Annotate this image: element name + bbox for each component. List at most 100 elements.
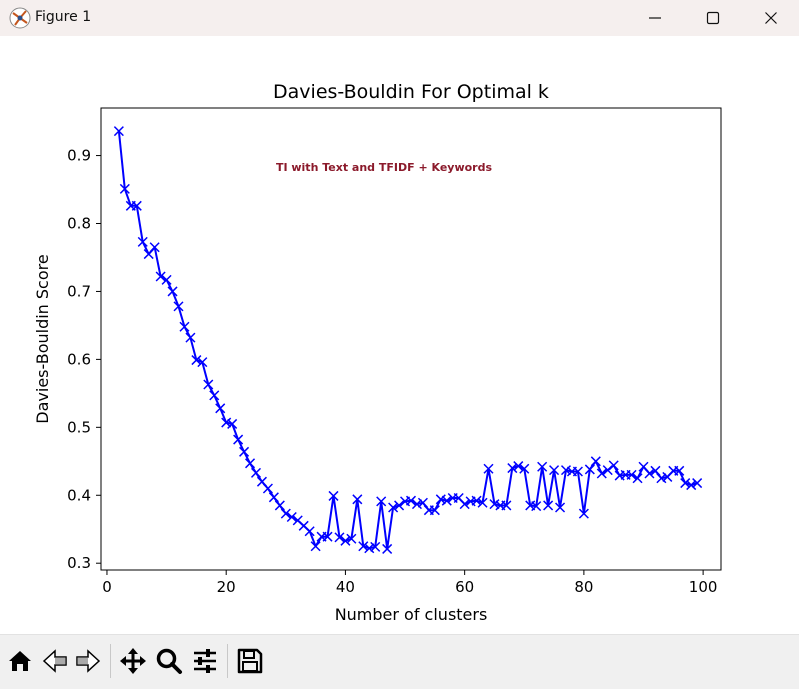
back-icon [42, 649, 67, 673]
data-point-marker [179, 321, 190, 332]
data-point-marker [203, 379, 214, 390]
data-point-marker [310, 541, 321, 552]
data-point-marker [161, 274, 172, 285]
y-tick-label: 0.5 [67, 418, 91, 436]
maximize-icon [706, 11, 720, 25]
data-point-marker [191, 355, 202, 366]
data-point-marker [233, 434, 244, 445]
close-button[interactable] [742, 0, 799, 36]
y-tick-label: 0.3 [67, 554, 91, 572]
data-point-marker [674, 465, 685, 476]
data-point-marker [155, 271, 166, 282]
data-point-marker [608, 460, 619, 471]
data-point-marker [239, 446, 250, 457]
save-icon [237, 648, 263, 674]
series-line [117, 130, 698, 550]
data-point-marker [501, 500, 512, 511]
data-point-marker [227, 418, 238, 429]
y-tick-label: 0.7 [67, 282, 91, 300]
data-point-marker [304, 526, 315, 537]
data-point-marker [328, 490, 339, 501]
configure-button[interactable] [189, 645, 221, 677]
zoom-button[interactable] [153, 645, 185, 677]
x-tick-label: 20 [217, 578, 236, 596]
data-point-marker [262, 483, 273, 494]
data-point-marker [131, 200, 142, 211]
data-point-marker [584, 464, 595, 475]
close-icon [765, 12, 777, 24]
home-icon [9, 651, 31, 671]
data-point-marker [560, 465, 572, 476]
data-point-marker [268, 492, 279, 503]
window-titlebar: Figure 1 [0, 0, 799, 36]
back-button[interactable] [39, 645, 71, 677]
x-axis-label: Number of clusters [335, 605, 488, 624]
x-tick-label: 0 [102, 578, 112, 596]
x-tick-label: 40 [336, 578, 355, 596]
data-point-marker [405, 495, 417, 506]
y-tick-label: 0.4 [67, 486, 91, 504]
data-point-marker [537, 461, 548, 472]
minimize-button[interactable] [626, 0, 684, 36]
x-tick-label: 80 [574, 578, 593, 596]
data-point-marker [286, 511, 297, 523]
data-point-marker [531, 501, 542, 512]
data-point-marker [429, 505, 440, 516]
x-tick-label: 100 [689, 578, 718, 596]
zoom-icon [156, 648, 182, 674]
data-point-marker [680, 478, 691, 489]
y-axis-label: Davies-Bouldin Score [33, 254, 52, 423]
data-point-marker [596, 468, 607, 479]
x-axis: 0 20 40 60 80 100 [102, 570, 717, 596]
chart-annotation: TI with Text and TFIDF + Keywords [276, 161, 493, 174]
data-point-marker [185, 332, 196, 343]
data-point-marker [346, 533, 357, 544]
data-point-marker [119, 183, 130, 194]
window-title: Figure 1 [35, 9, 92, 25]
data-point-marker [459, 499, 470, 510]
data-point-marker [167, 286, 178, 297]
data-point-marker [626, 469, 637, 480]
home-button[interactable] [4, 645, 36, 677]
data-point-marker [358, 541, 369, 552]
chart: Davies-Bouldin For Optimal k TI with Tex… [33, 81, 722, 624]
y-axis: 0.3 0.4 0.5 0.6 0.7 0.8 0.9 [67, 147, 101, 572]
data-point-marker [173, 301, 184, 312]
forward-button[interactable] [72, 645, 104, 677]
data-point-marker [513, 461, 524, 472]
toolbar-separator [110, 644, 111, 678]
y-tick-label: 0.9 [67, 147, 91, 165]
data-point-marker [245, 458, 256, 469]
data-point-marker [656, 473, 667, 484]
data-point-marker [602, 465, 613, 476]
pan-button[interactable] [117, 645, 149, 677]
maximize-button[interactable] [684, 0, 742, 36]
x-tick-label: 60 [455, 578, 474, 596]
data-point-marker [411, 499, 422, 510]
data-point-marker [477, 497, 488, 508]
data-point-marker [686, 480, 697, 491]
data-point-marker [435, 494, 446, 505]
app-icon [9, 7, 31, 29]
data-point-marker [376, 496, 387, 507]
data-point-marker [578, 508, 589, 519]
figure-canvas: Davies-Bouldin For Optimal k TI with Tex… [1, 36, 798, 634]
data-point-marker [137, 236, 148, 247]
data-point-marker [507, 463, 518, 474]
data-point-marker [632, 473, 643, 484]
data-point-marker [644, 468, 655, 479]
data-point-marker [417, 497, 428, 508]
plot-area [100, 107, 722, 571]
data-point-marker [590, 456, 601, 467]
navigation-toolbar [0, 634, 799, 689]
data-point-marker [549, 465, 560, 476]
data-point-marker [519, 463, 530, 474]
data-point-marker [370, 541, 381, 552]
data-point-marker [388, 502, 399, 513]
data-point-marker [149, 242, 160, 253]
save-button[interactable] [234, 645, 266, 677]
data-point-marker [215, 403, 226, 414]
data-point-marker [322, 531, 333, 542]
data-point-marker [650, 465, 661, 476]
data-point-marker [209, 390, 220, 401]
